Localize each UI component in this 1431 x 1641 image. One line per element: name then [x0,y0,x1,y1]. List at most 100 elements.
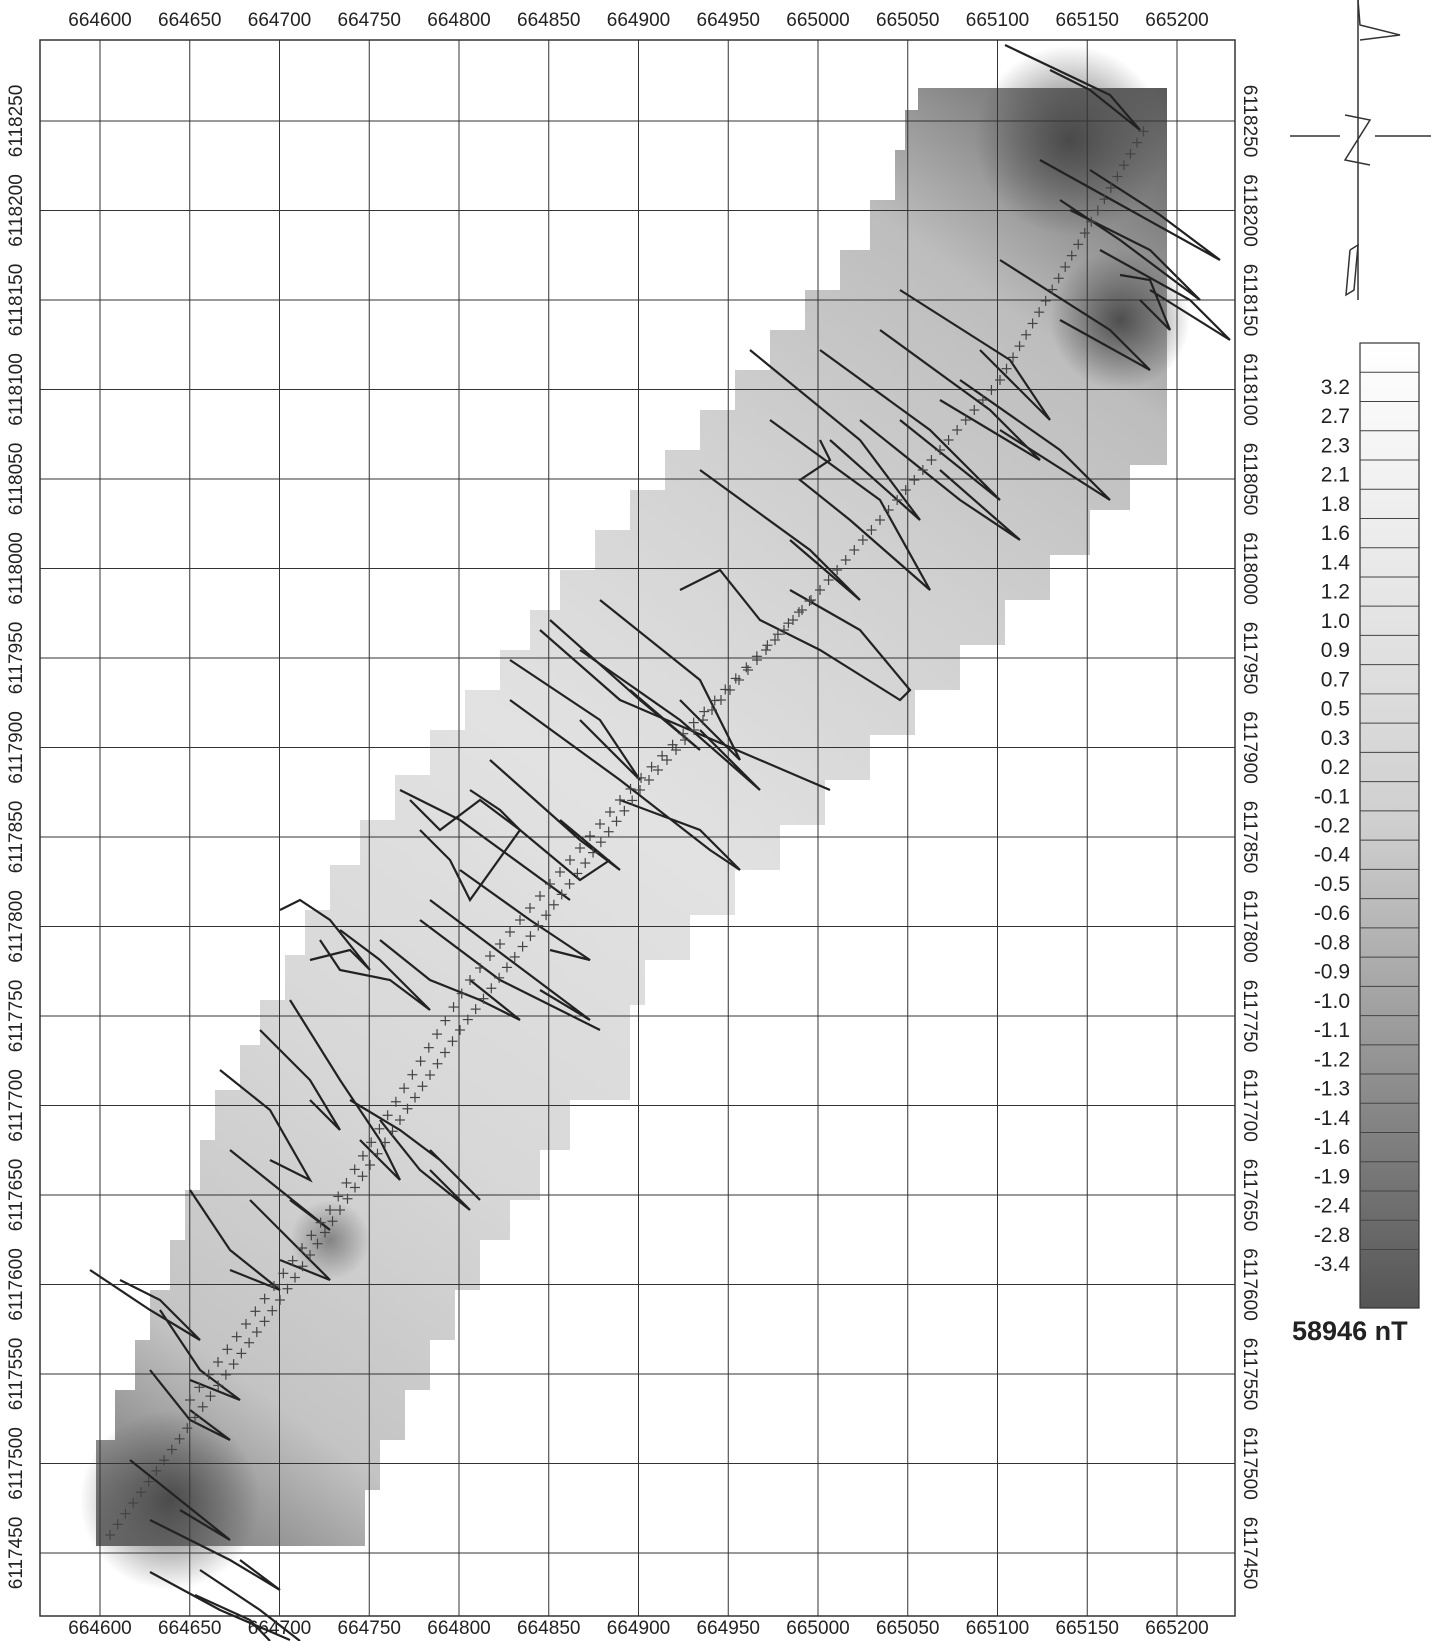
station-marker [730,673,741,684]
x-tick-label: 665150 [1056,10,1119,31]
legend-value-label: -1.4 [1314,1107,1351,1130]
legend-value-label: -0.1 [1314,785,1350,808]
y-tick-label: 6117500 [1239,1427,1260,1500]
legend-value-label: 1.2 [1321,581,1350,604]
station-marker [372,1148,383,1159]
station-marker [1027,318,1038,329]
station-marker [494,972,505,983]
x-tick-label: 664850 [517,1618,580,1639]
station-marker [440,1015,451,1026]
legend-value-label: -0.5 [1314,873,1350,896]
y-tick-label: 6117500 [6,1427,27,1500]
station-marker [556,889,567,900]
y-tick-label: 6118050 [6,443,27,516]
y-tick-label: 6117450 [6,1517,27,1590]
x-tick-label: 664700 [248,10,311,31]
y-axis-right: 6117450 6117500 6117550 6117600 6117650 61177… [1239,85,1260,1590]
station-marker [509,951,520,962]
x-axis-top: 664600 664650 664700 664750 664800 664850 6649… [68,10,1208,31]
station-marker [335,1205,345,1215]
y-tick-label: 6117450 [1239,1517,1260,1590]
station-marker [151,1465,162,1476]
station-marker [671,745,681,755]
station-marker [135,1487,146,1498]
x-tick-label: 665000 [786,1618,849,1639]
x-tick-label: 664750 [338,10,401,31]
station-marker [935,445,945,455]
y-tick-label: 6117550 [1239,1338,1260,1411]
station-marker [1073,239,1084,250]
station-marker [349,1164,360,1175]
station-marker [366,1137,377,1148]
station-marker [1034,307,1045,318]
station-marker [1138,126,1149,137]
y-tick-label: 6117650 [1239,1159,1260,1232]
station-marker [432,1058,443,1069]
station-marker [849,545,860,555]
station-marker [662,755,672,765]
station-marker [1047,284,1058,295]
station-marker [779,625,789,635]
station-marker [327,1216,338,1227]
station-marker [580,858,591,869]
station-marker [382,1110,393,1121]
station-marker [917,465,928,475]
station-marker [325,1205,335,1215]
station-marker [267,1305,278,1316]
legend-value-label: 0.9 [1321,639,1350,662]
station-marker [251,1327,262,1338]
y-tick-label: 6117750 [6,980,27,1053]
legend-value-label: -1.2 [1314,1048,1350,1071]
station-marker [410,1092,420,1103]
station-marker [174,1433,185,1444]
station-marker [120,1508,131,1519]
station-marker [515,915,525,925]
x-tick-label: 665150 [1056,1618,1119,1639]
y-tick-label: 6118000 [1239,532,1260,605]
station-marker [143,1476,154,1487]
station-marker [564,878,575,889]
station-marker [185,1395,195,1405]
station-marker [448,1002,459,1013]
station-marker [357,1150,368,1161]
legend-value-label: -0.9 [1314,961,1350,984]
station-marker [315,1217,326,1228]
x-tick-label: 665050 [876,10,939,31]
survey-station-markers [105,126,1149,1540]
survey-track-lines [89,44,1231,1641]
station-marker [250,1306,261,1317]
map-frame [39,39,1236,1617]
station-marker [387,1126,398,1137]
y-tick-label: 6117950 [6,622,27,695]
station-marker [545,879,555,889]
station-marker [603,826,614,837]
station-marker [244,1337,255,1348]
station-marker [806,595,816,605]
station-marker [357,1171,368,1182]
station-marker [105,1530,115,1540]
station-marker [290,1272,300,1283]
station-marker [259,1293,270,1304]
y-tick-label: 6118100 [6,353,27,426]
station-marker [220,1369,231,1380]
station-marker [432,1029,443,1040]
station-marker [282,1283,293,1294]
station-marker [470,1004,481,1015]
station-marker [535,891,545,901]
station-marker [475,963,485,973]
station-marker [166,1444,177,1455]
station-marker [203,1369,214,1380]
station-marker [312,1238,323,1249]
station-marker [425,1070,435,1080]
station-marker [417,1081,428,1092]
station-marker [832,565,843,575]
station-marker [341,1177,352,1188]
station-marker [572,868,583,879]
station-marker [585,831,595,841]
station-marker [678,728,689,739]
legend-value-label: 0.7 [1321,668,1350,691]
station-marker [1099,194,1110,205]
y-tick-label: 6117800 [6,890,27,963]
station-marker [495,939,505,949]
station-marker [653,765,663,775]
